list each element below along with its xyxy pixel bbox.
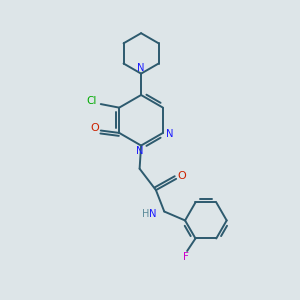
Text: H: H <box>142 209 149 219</box>
Text: Cl: Cl <box>87 95 97 106</box>
Text: N: N <box>137 63 145 73</box>
Text: N: N <box>149 209 157 219</box>
Text: N: N <box>166 129 173 140</box>
Text: F: F <box>183 253 189 262</box>
Text: N: N <box>136 146 143 156</box>
Text: O: O <box>178 171 187 181</box>
Text: O: O <box>91 123 99 133</box>
